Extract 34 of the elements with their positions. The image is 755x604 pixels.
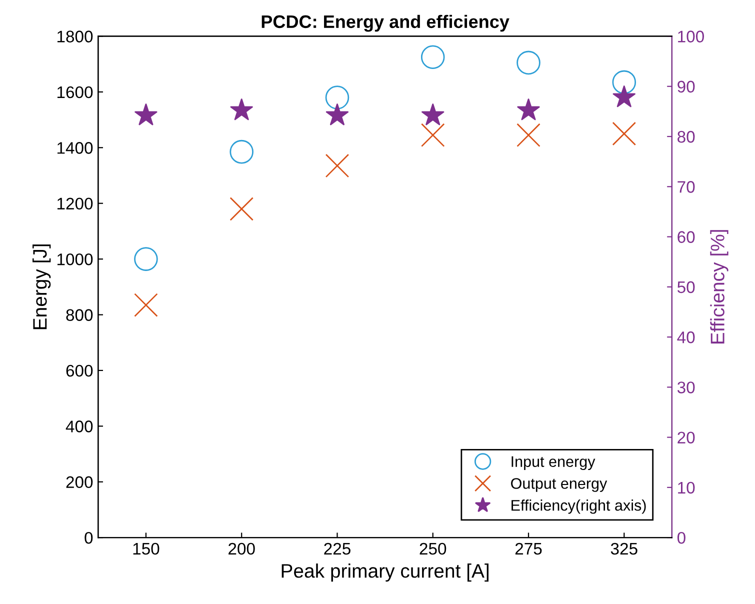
x-axis-title: Peak primary current [A] bbox=[282, 564, 488, 582]
legend-label: Input energy bbox=[512, 456, 596, 470]
y-tick-label: 0 bbox=[84, 532, 93, 544]
x-tick-label: 225 bbox=[324, 542, 350, 555]
y-tick-label: 1200 bbox=[57, 198, 93, 210]
x-tick-label: 250 bbox=[420, 542, 446, 555]
chart-title: PCDC: Energy and efficiency bbox=[262, 14, 510, 32]
x-tick-label: 150 bbox=[133, 542, 160, 555]
legend-label: Output energy bbox=[511, 478, 608, 492]
y2-tick-label: 40 bbox=[677, 331, 695, 344]
y2-tick-label: 90 bbox=[678, 80, 695, 93]
y-tick-label: 1800 bbox=[57, 30, 93, 42]
y2-tick-label: 10 bbox=[678, 482, 695, 494]
x-tick-label: 275 bbox=[515, 542, 542, 555]
y-tick-label: 600 bbox=[66, 364, 93, 377]
y2-tick-label: 80 bbox=[678, 130, 695, 143]
y-tick-label: 200 bbox=[66, 476, 93, 488]
y2-tick-label: 70 bbox=[678, 181, 695, 193]
x-tick-label: 325 bbox=[610, 542, 638, 555]
x-tick-label: 200 bbox=[228, 542, 255, 555]
y-tick-label: 1600 bbox=[57, 86, 93, 98]
y2-tick-label: 0 bbox=[677, 532, 686, 544]
y2-tick-label: 30 bbox=[677, 382, 695, 394]
y2-tick-label: 20 bbox=[678, 432, 695, 444]
y2-tick-label: 100 bbox=[678, 30, 704, 42]
y-tick-label: 1400 bbox=[57, 142, 93, 154]
y-tick-label: 1000 bbox=[57, 253, 93, 266]
y2-axis-title: Efficiency [%] bbox=[710, 230, 728, 344]
y-tick-label: 400 bbox=[66, 420, 93, 432]
y-axis-title: Energy [J] bbox=[32, 244, 51, 330]
y2-tick-label: 50 bbox=[677, 281, 695, 294]
y-tick-label: 800 bbox=[66, 309, 93, 321]
y2-tick-label: 60 bbox=[678, 231, 695, 243]
legend-label: Efficiency(right axis) bbox=[512, 500, 646, 514]
